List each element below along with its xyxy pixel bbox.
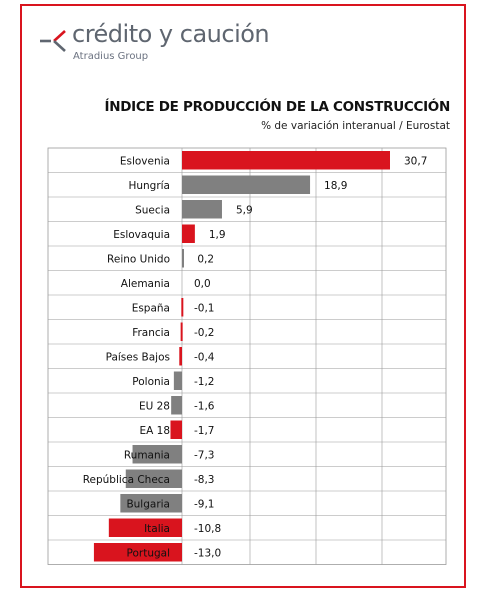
bar bbox=[93, 543, 182, 562]
value-label: -1,6 bbox=[194, 400, 215, 412]
bar bbox=[120, 494, 182, 513]
bar bbox=[171, 396, 182, 415]
category-label: Alemania bbox=[121, 278, 170, 290]
category-label: España bbox=[132, 302, 170, 314]
bar bbox=[170, 420, 182, 439]
bar bbox=[182, 224, 195, 243]
chart-frame bbox=[20, 4, 466, 588]
category-label: Eslovenia bbox=[120, 155, 170, 167]
category-label: Portugal bbox=[127, 547, 171, 559]
chart-subtitle: % de variación interanual / Eurostat bbox=[261, 120, 450, 132]
bar bbox=[132, 445, 182, 464]
bar bbox=[182, 151, 390, 170]
chart-bars bbox=[93, 151, 390, 562]
value-label: 5,9 bbox=[236, 204, 253, 216]
value-label: -1,2 bbox=[194, 376, 215, 388]
category-label: EU 28 bbox=[139, 400, 170, 412]
brand-name: crédito y caución bbox=[72, 20, 270, 48]
value-label: -0,1 bbox=[194, 302, 215, 314]
bar bbox=[108, 518, 182, 537]
bar bbox=[182, 200, 222, 219]
value-label: -1,7 bbox=[194, 425, 215, 437]
category-label: Francia bbox=[132, 327, 170, 339]
value-label: -0,2 bbox=[194, 327, 215, 339]
chart-labels: Eslovenia 30,7 Hungría 18,9 Suecia 5,9 Eslovaq… bbox=[83, 155, 428, 559]
value-label: -9,1 bbox=[194, 498, 215, 510]
value-label: 0,0 bbox=[194, 278, 211, 290]
value-label: 1,9 bbox=[209, 229, 226, 241]
bar bbox=[181, 298, 184, 317]
grid-border bbox=[47, 147, 447, 565]
category-label: Eslovaquia bbox=[113, 229, 170, 241]
chart-title: ÍNDICE DE PRODUCCIÓN DE LA CONSTRUCCIÓN bbox=[104, 99, 450, 115]
category-label: República Checa bbox=[83, 474, 170, 486]
category-label: Rumania bbox=[124, 449, 170, 461]
category-label: Polonia bbox=[132, 376, 170, 388]
category-label: Italia bbox=[144, 523, 170, 535]
category-label: Bulgaria bbox=[126, 498, 170, 510]
bar bbox=[182, 249, 184, 268]
bar bbox=[125, 469, 182, 488]
brand-subtitle: Atradius Group bbox=[73, 51, 149, 62]
bar bbox=[182, 175, 311, 194]
category-label: Suecia bbox=[135, 204, 170, 216]
logo-arrow-icon bbox=[40, 30, 66, 52]
value-label: -13,0 bbox=[194, 547, 221, 559]
category-label: Hungría bbox=[128, 180, 170, 192]
value-label: -10,8 bbox=[194, 523, 221, 535]
value-label: 30,7 bbox=[404, 155, 427, 167]
category-label: Reino Unido bbox=[107, 253, 170, 265]
bar bbox=[180, 322, 183, 341]
value-label: 0,2 bbox=[197, 253, 214, 265]
category-label: Países Bajos bbox=[106, 351, 170, 363]
value-label: -0,4 bbox=[194, 351, 215, 363]
bar bbox=[173, 371, 182, 390]
category-label: EA 18 bbox=[139, 425, 170, 437]
value-label: -8,3 bbox=[194, 474, 215, 486]
bar bbox=[179, 347, 182, 366]
value-label: -7,3 bbox=[194, 449, 215, 461]
value-label: 18,9 bbox=[324, 180, 347, 192]
chart-grid bbox=[47, 147, 447, 565]
